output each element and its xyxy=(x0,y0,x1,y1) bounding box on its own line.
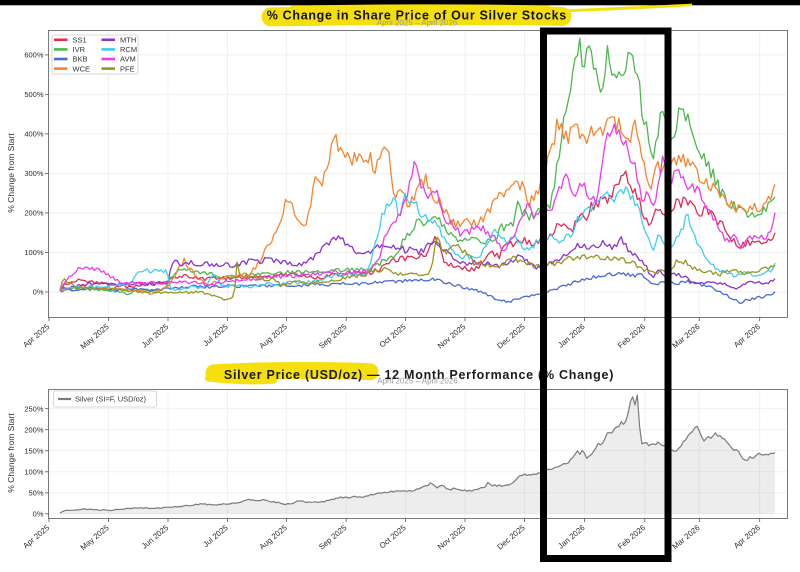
svg-text:0%: 0% xyxy=(33,510,44,519)
svg-text:SS1: SS1 xyxy=(73,36,87,45)
svg-text:PFE: PFE xyxy=(120,64,135,73)
svg-text:100%: 100% xyxy=(24,248,44,257)
svg-text:AVM: AVM xyxy=(120,55,136,64)
svg-text:RCM: RCM xyxy=(120,45,137,54)
svg-text:150%: 150% xyxy=(24,446,44,455)
svg-text:% Change from Start: % Change from Start xyxy=(6,133,16,213)
svg-text:% Change in Share Price of Our: % Change in Share Price of Our Silver St… xyxy=(267,9,567,23)
svg-text:200%: 200% xyxy=(24,209,44,218)
svg-text:100%: 100% xyxy=(24,468,44,477)
svg-text:200%: 200% xyxy=(24,425,44,434)
svg-text:April 2025 – April 2026: April 2025 – April 2026 xyxy=(377,377,458,386)
svg-text:0%: 0% xyxy=(33,288,44,297)
svg-text:% Change from Start: % Change from Start xyxy=(6,413,16,493)
svg-text:Silver Price (USD/oz) — 12 Mon: Silver Price (USD/oz) — 12 Month Perform… xyxy=(224,368,614,382)
svg-text:IVR: IVR xyxy=(73,45,86,54)
svg-text:300%: 300% xyxy=(24,169,44,178)
svg-text:April 2025 – April 2026: April 2025 – April 2026 xyxy=(377,18,458,27)
svg-text:MTH: MTH xyxy=(120,36,136,45)
svg-text:250%: 250% xyxy=(24,404,44,413)
svg-text:BKB: BKB xyxy=(73,55,88,64)
svg-text:WCE: WCE xyxy=(73,64,91,73)
svg-text:500%: 500% xyxy=(24,90,44,99)
svg-text:400%: 400% xyxy=(24,130,44,139)
svg-text:50%: 50% xyxy=(28,489,43,498)
svg-text:600%: 600% xyxy=(24,51,44,60)
svg-text:Silver (SI=F, USD/oz): Silver (SI=F, USD/oz) xyxy=(75,395,147,404)
